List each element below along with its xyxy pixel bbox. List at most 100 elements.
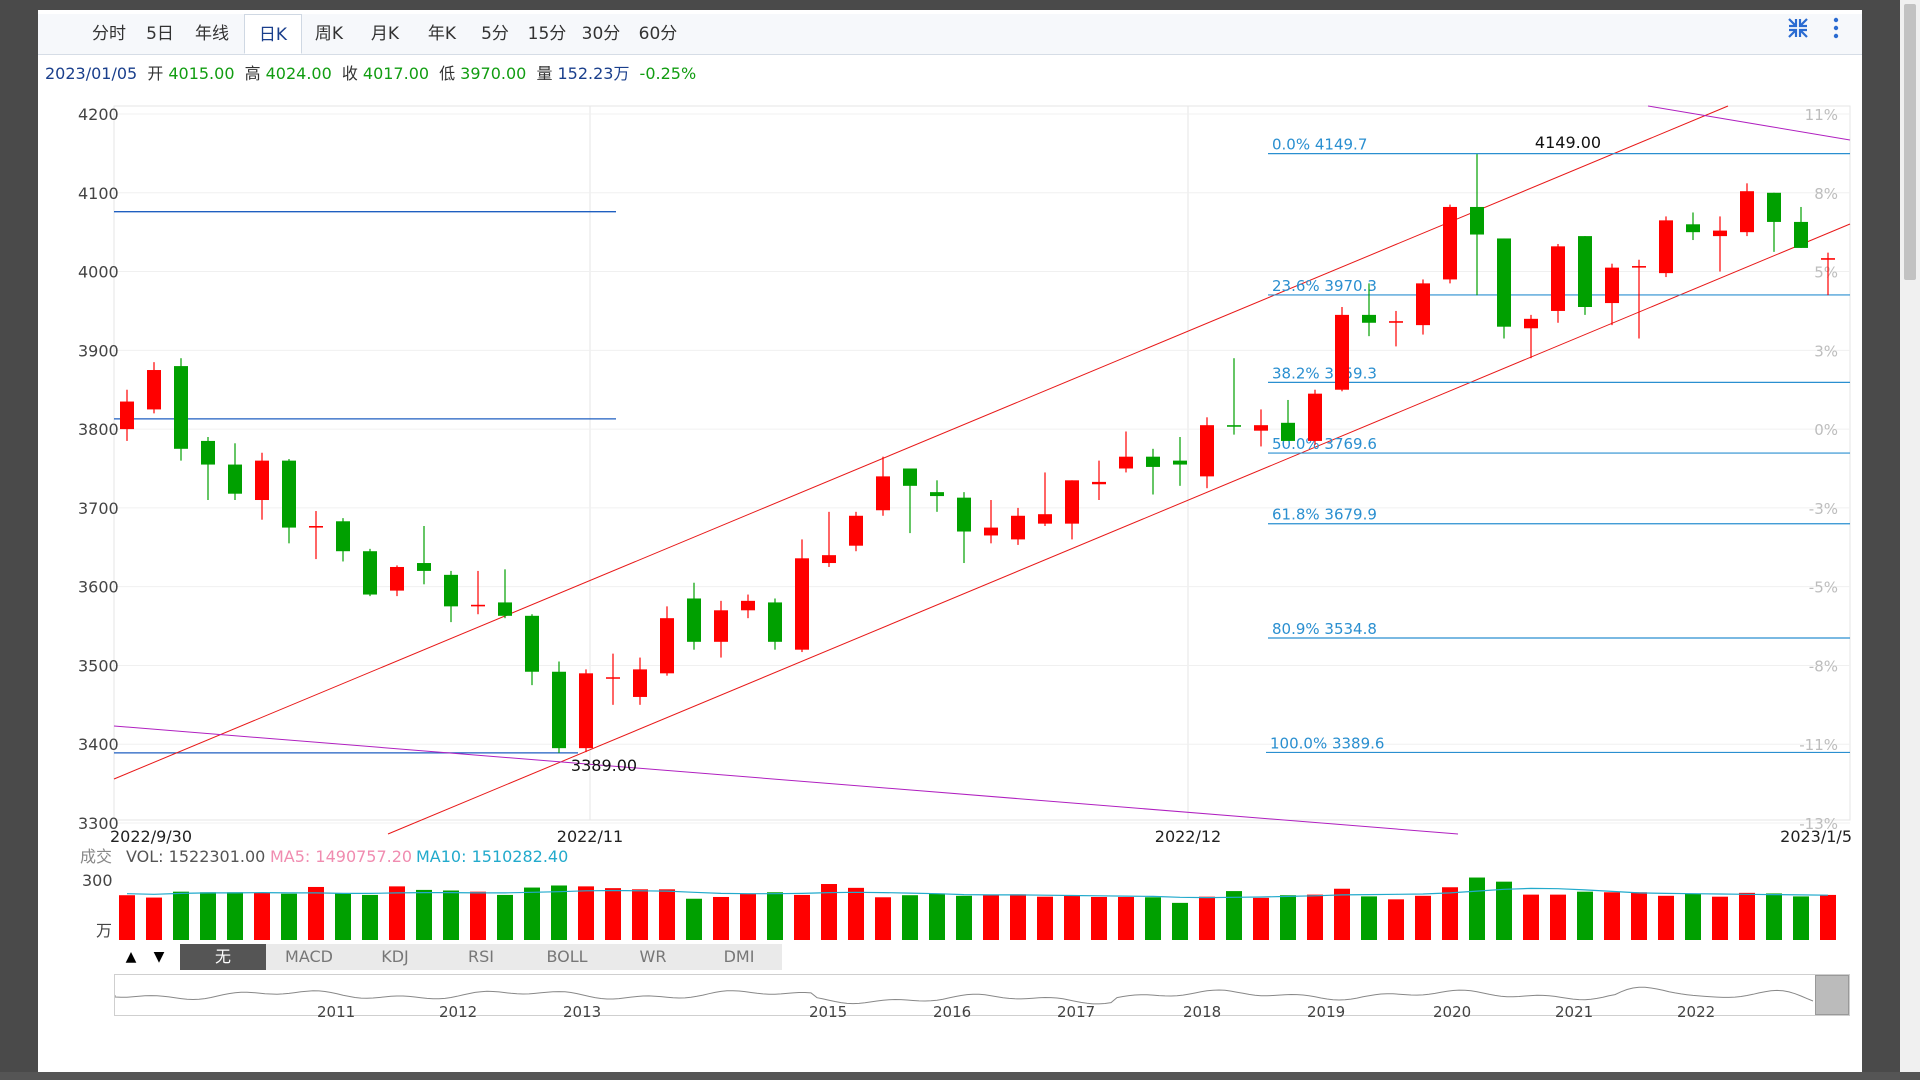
volume-bar	[740, 894, 756, 940]
overview-range-handle[interactable]	[1815, 975, 1849, 1015]
volume-value-label: VOL: 1522301.00	[126, 847, 265, 866]
candle-body	[147, 370, 161, 410]
tab-8[interactable]: 15分	[527, 24, 567, 44]
candle-body	[633, 669, 647, 697]
vertical-dots-icon[interactable]	[1830, 16, 1842, 46]
candle-body	[1497, 238, 1511, 327]
indicator-tab-3[interactable]: RSI	[438, 944, 525, 970]
candle-body	[660, 618, 674, 674]
candlestick-chart[interactable]: 4200 11% 4100 8% 4000 5% 3900 3% 3800 0% 3700 -3% 36…	[38, 10, 1862, 1072]
candle-body	[444, 574, 458, 607]
volume-value: 152.23万	[557, 64, 630, 83]
volume-bar	[1631, 892, 1647, 940]
indicator-tab-2[interactable]: KDJ	[352, 944, 439, 970]
candle-body	[1227, 425, 1241, 427]
indicator-tab-6[interactable]: DMI	[696, 944, 783, 970]
page-scrollbar[interactable]	[1900, 0, 1920, 1080]
volume-bar	[362, 894, 378, 940]
candle-body	[174, 366, 188, 449]
candle-body	[1281, 422, 1295, 441]
tab-7[interactable]: 5分	[481, 24, 509, 44]
candle-body	[1713, 230, 1727, 237]
candle-body	[1065, 480, 1079, 524]
tab-0[interactable]: 分时	[92, 24, 126, 44]
overview-year-label: 2018	[1183, 1003, 1222, 1021]
candle-body	[1038, 514, 1052, 524]
volume-bar	[470, 891, 486, 940]
tab-6[interactable]: 年K	[427, 24, 457, 44]
history-overview-navigator[interactable]: 2011 2012 2013 2015 2016 2017 2018 2019 2020 2021…	[114, 974, 1850, 1021]
volume-bar	[794, 894, 810, 940]
scroll-down-icon[interactable]: ▼	[146, 944, 172, 970]
tab-4[interactable]: 周K	[314, 24, 344, 44]
volume-bar	[767, 892, 783, 940]
volume-bar	[146, 897, 162, 940]
volume-bar	[1226, 891, 1242, 940]
volume-bar	[1334, 888, 1350, 940]
close-label: 收	[341, 64, 358, 83]
candle-body	[1740, 191, 1754, 233]
bottom-edge	[0, 1072, 1920, 1080]
y-tick-label: 3400	[78, 735, 119, 754]
x-tick-label: 2022/9/30	[110, 827, 192, 846]
channel-upper-line	[113, 105, 1729, 780]
volume-bar	[1280, 895, 1296, 940]
volume-bar	[1361, 896, 1377, 940]
volume-bar	[1037, 896, 1053, 940]
candle-body	[768, 602, 782, 642]
candle-body	[1173, 460, 1187, 465]
volume-ma5-label: MA5: 1490757.20	[270, 847, 412, 866]
tab-2[interactable]: 年线	[195, 24, 229, 44]
indicator-tab-0[interactable]: 无	[180, 944, 267, 970]
open-value: 4015.00	[168, 64, 235, 83]
volume-bar	[416, 889, 432, 940]
indicator-tab-1[interactable]: MACD	[266, 944, 353, 970]
candle-body	[984, 527, 998, 536]
trend-line-lower	[113, 725, 1459, 835]
candle-body	[1011, 515, 1025, 540]
volume-bar	[1442, 887, 1458, 940]
volume-bar	[578, 886, 594, 940]
tab-10[interactable]: 60分	[638, 24, 678, 44]
indicator-tab-4[interactable]: BOLL	[524, 944, 611, 970]
volume-bar	[632, 889, 648, 940]
candle-body	[525, 615, 539, 672]
volume-bar	[659, 889, 675, 940]
period-tab-bar: 分时 5日 年线 日K 周K 月K 年K 5分 15分 30分 60分	[38, 14, 1862, 55]
pct-tick-label: -13%	[1799, 815, 1838, 833]
volume-bar	[605, 888, 621, 940]
tab-9[interactable]: 30分	[581, 24, 621, 44]
indicator-tab-5[interactable]: WR	[610, 944, 697, 970]
scrollbar-thumb[interactable]	[1904, 4, 1916, 280]
volume-bar	[1091, 896, 1107, 940]
tab-3[interactable]: 日K	[244, 14, 302, 54]
channel-lower-line	[387, 223, 1851, 835]
y-tick-label: 3700	[78, 499, 119, 518]
candle-body	[1362, 314, 1376, 323]
volume-bar	[1469, 877, 1485, 940]
volume-bar	[956, 895, 972, 940]
candle-body	[795, 558, 809, 650]
candle-body	[606, 677, 620, 679]
volume-bar	[1550, 894, 1566, 940]
volume-bar	[308, 886, 324, 940]
volume-bar	[1253, 897, 1269, 940]
volume-bar	[686, 898, 702, 940]
volume-bar	[497, 894, 513, 940]
candle-body	[1389, 321, 1403, 323]
tab-5[interactable]: 月K	[370, 24, 400, 44]
candle-body	[1632, 266, 1646, 268]
candle-body	[1416, 283, 1430, 326]
volume-bar	[875, 897, 891, 940]
pct-tick-label: -3%	[1809, 500, 1838, 518]
y-tick-label: 4000	[78, 263, 119, 282]
overview-year-label: 2015	[809, 1003, 848, 1021]
scroll-up-icon[interactable]: ▲	[118, 944, 144, 970]
volume-bar	[1685, 893, 1701, 940]
candle-body	[822, 555, 836, 564]
collapse-arrows-icon[interactable]	[1786, 16, 1810, 46]
candle-body	[471, 604, 485, 607]
tab-1[interactable]: 5日	[146, 24, 174, 44]
overview-year-label: 2019	[1307, 1003, 1346, 1021]
candle-body	[1119, 456, 1133, 469]
